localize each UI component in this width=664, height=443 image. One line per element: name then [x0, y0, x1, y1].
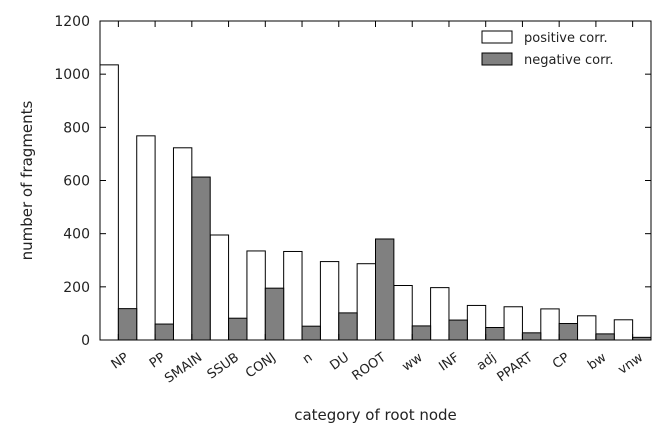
y-axis: 0 200 400 600 800 1000 1200	[54, 14, 651, 349]
y-axis-label: number of fragments	[18, 100, 36, 260]
legend-swatch-positive	[481, 30, 513, 44]
bar-negative-1	[154, 323, 174, 341]
bar-positive-6	[319, 261, 340, 341]
x-tick-label: adj	[474, 350, 499, 374]
y-tick-label: 400	[63, 227, 90, 243]
x-tick-label: DU	[328, 350, 353, 373]
bar-positive-2	[172, 147, 193, 341]
bar-positive-9	[430, 287, 450, 341]
y-tick-label: 0	[81, 333, 90, 349]
legend-label-negative: negative corr.	[524, 53, 614, 68]
x-tick-label: SSUB	[205, 350, 242, 382]
bar-positive-4	[246, 250, 266, 341]
x-tick-label: vnw	[616, 350, 647, 378]
bar-negative-11	[521, 332, 542, 341]
bar-negative-3	[228, 317, 248, 341]
x-tick-label: SMAIN	[162, 350, 205, 386]
y-tick-label: 1000	[54, 67, 90, 83]
x-tick-label: ww	[400, 350, 426, 375]
x-tick-label: n	[300, 350, 315, 367]
legend-label-positive: positive corr.	[524, 31, 608, 46]
y-tick-label: 1200	[54, 14, 90, 30]
x-tick-label: NP	[109, 350, 132, 372]
bar-positive-3	[209, 234, 230, 341]
bar-negative-5	[301, 325, 321, 341]
bar-positive-12	[540, 308, 560, 341]
bar-negative-0	[117, 308, 138, 341]
x-tick-label: bw	[585, 350, 609, 373]
bar-negative-8	[411, 325, 432, 341]
legend: positive corr. negative corr.	[481, 30, 614, 68]
bars-group	[99, 64, 652, 341]
bar-positive-8	[393, 285, 413, 341]
bar-negative-10	[485, 327, 505, 341]
y-tick-label: 600	[63, 174, 90, 190]
y-tick-label: 200	[63, 280, 90, 296]
bar-positive-13	[577, 315, 597, 341]
x-tick-label: PP	[147, 350, 169, 371]
x-tick-label: CONJ	[243, 350, 279, 381]
bar-negative-7	[375, 238, 395, 341]
bar-positive-0	[99, 64, 119, 341]
bar-negative-13	[595, 333, 615, 341]
bar-positive-5	[283, 250, 303, 341]
x-tick-label: INF	[436, 350, 462, 374]
bar-positive-10	[466, 304, 487, 341]
bar-positive-7	[356, 263, 376, 341]
x-tick-label: CP	[550, 350, 573, 372]
bar-negative-9	[448, 319, 468, 341]
bar-negative-12	[558, 323, 579, 341]
x-tick-label: ROOT	[350, 350, 389, 384]
x-axis-label: category of root node	[294, 406, 457, 424]
bar-negative-6	[338, 312, 358, 341]
bar-positive-11	[503, 306, 523, 341]
bar-positive-14	[613, 319, 634, 341]
bar-negative-2	[191, 176, 211, 341]
bar-positive-1	[136, 135, 156, 341]
bar-negative-4	[264, 287, 285, 341]
x-tick-label: PPART	[495, 350, 536, 385]
legend-swatch-negative	[481, 52, 513, 66]
y-tick-label: 800	[63, 120, 90, 136]
